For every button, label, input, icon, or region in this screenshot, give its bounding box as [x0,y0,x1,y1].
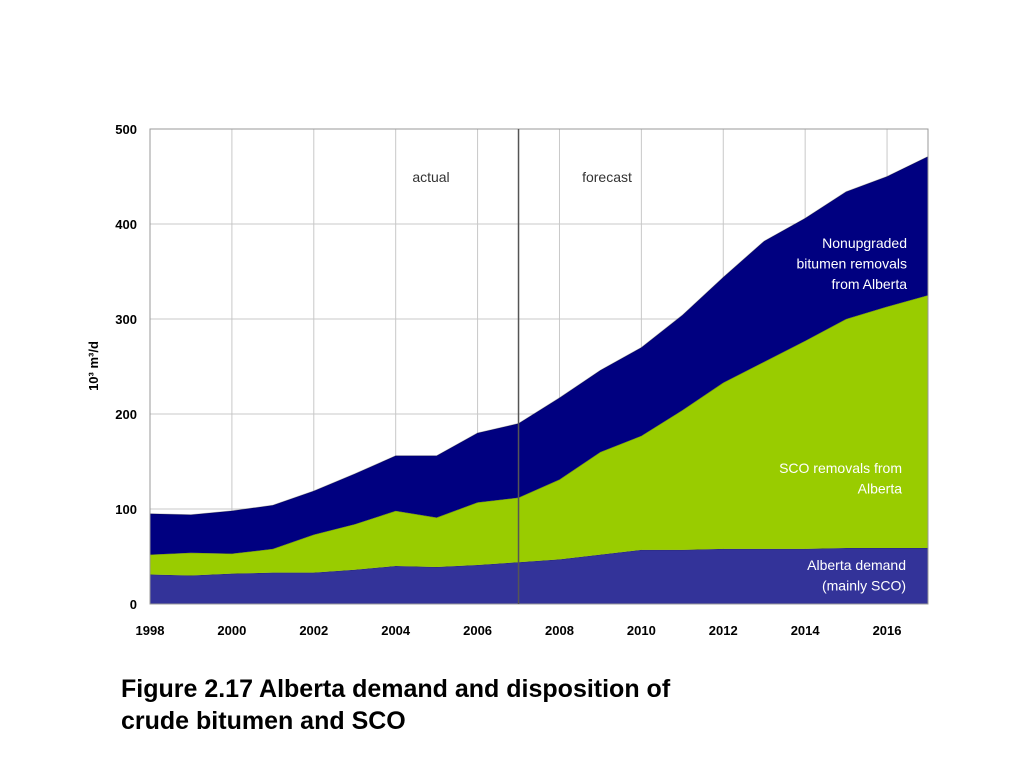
y-tick-label-2: 200 [115,407,137,422]
figure-caption: Figure 2.17 Alberta demand and dispositi… [121,673,821,737]
y-tick-label-5: 500 [115,122,137,137]
annotation-actual: actual [412,169,449,185]
series-labels: Alberta demand (mainly SCO) SCO removals f… [779,235,907,594]
chart: 0 100 200 300 400 500 1998 2000 2002 2004 2006 200… [86,122,929,638]
y-tick-label-4: 400 [115,217,137,232]
x-tick-label-4: 2006 [463,623,492,638]
x-tick-label-1: 2000 [217,623,246,638]
area-edge-2 [149,156,929,516]
x-tick-labels: 1998 2000 2002 2004 2006 2008 2010 2012 2014 2016 [136,623,902,638]
caption-line-1: Figure 2.17 Alberta demand and dispositi… [121,675,671,703]
y-tick-label-1: 100 [115,502,137,517]
y-axis-label: 10³ m³/d [86,341,101,391]
series-label-1: SCO removals from Alberta [779,460,902,497]
series-label-2: Nonupgraded bitumen removals from Alberta [797,235,908,292]
x-tick-label-0: 1998 [136,623,165,638]
x-tick-label-6: 2010 [627,623,656,638]
area-series-1 [150,295,928,576]
y-tick-labels: 0 100 200 300 400 500 [115,122,137,612]
area-series-0 [150,547,928,604]
x-tick-label-2: 2002 [299,623,328,638]
stacked-areas [149,156,929,604]
series-label-0: Alberta demand (mainly SCO) [807,557,906,594]
y-tick-label-0: 0 [130,597,137,612]
x-tick-label-7: 2012 [709,623,738,638]
caption-line-2: crude bitumen and SCO [121,707,406,735]
x-tick-label-9: 2016 [873,623,902,638]
x-tick-label-8: 2014 [791,623,821,638]
y-tick-label-3: 300 [115,312,137,327]
plot-border [149,128,929,605]
annotation-forecast: forecast [582,169,632,185]
x-tick-label-5: 2008 [545,623,574,638]
area-series-2 [150,156,928,555]
x-tick-label-3: 2004 [381,623,411,638]
